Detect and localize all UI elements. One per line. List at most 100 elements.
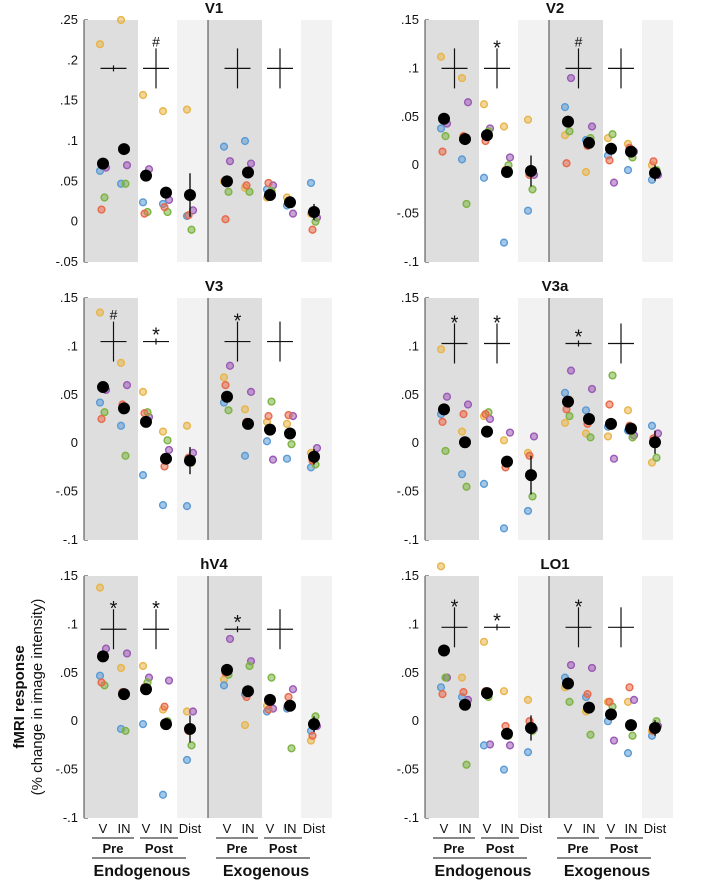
mean-point xyxy=(97,157,109,170)
mean-point xyxy=(284,427,296,440)
pre-shade xyxy=(84,298,138,540)
y-tick-label: .1 xyxy=(67,338,78,353)
mean-point xyxy=(459,133,471,146)
condition-label: IN xyxy=(118,821,131,836)
subject-point xyxy=(225,157,235,166)
subject-point xyxy=(436,345,446,354)
mean-point xyxy=(525,721,537,734)
subject-point xyxy=(184,211,193,220)
y-axis: -.05 0 .05 .1 .15 .2 .25 xyxy=(56,12,88,269)
subject-point xyxy=(121,451,130,460)
y-tick-label: .05 xyxy=(401,665,419,680)
subject-point xyxy=(262,437,272,446)
mean-point xyxy=(459,436,471,449)
subject-point xyxy=(442,392,452,401)
subject-point xyxy=(505,741,515,750)
sig-star: * xyxy=(110,598,118,620)
subject-point xyxy=(158,107,168,116)
subject-point xyxy=(224,406,233,415)
condition-label: V xyxy=(99,821,108,836)
subject-point xyxy=(240,405,250,414)
subject-point xyxy=(264,411,273,421)
subject-point xyxy=(625,683,634,692)
panel-endogenous: ** xyxy=(83,576,208,818)
y-axis: -.1 -.05 0 .05 .1 .15 xyxy=(397,12,429,269)
subject-point xyxy=(158,427,168,436)
subject-point xyxy=(560,103,570,112)
y-tick-label: 0 xyxy=(412,157,419,172)
condition-label: IN xyxy=(583,821,596,836)
subject-point xyxy=(438,147,447,156)
subject-point xyxy=(287,440,296,449)
panel-exogenous: * xyxy=(207,576,332,818)
sig-hash: # xyxy=(575,33,583,49)
y-tick-label: .1 xyxy=(67,616,78,631)
subject-point xyxy=(436,124,446,133)
sig-hash: # xyxy=(152,33,160,49)
subject-point xyxy=(267,673,276,682)
y-tick-label: 0 xyxy=(71,435,78,450)
roi-V2: -.1 -.05 0 .05 .1 .15 V2 * # xyxy=(397,0,673,269)
mean-point xyxy=(501,165,513,178)
subject-point xyxy=(116,421,126,430)
subject-point xyxy=(481,410,490,419)
y-tick-label: .15 xyxy=(60,93,78,108)
subject-point xyxy=(462,199,471,209)
mean-point xyxy=(140,169,152,182)
post-label: Post xyxy=(486,841,515,856)
y-tick-label: .15 xyxy=(60,568,78,583)
y-tick-label: -.05 xyxy=(56,484,78,499)
roi-title: V2 xyxy=(546,0,564,17)
subject-point xyxy=(436,562,446,571)
subject-point xyxy=(138,471,148,480)
y-axis: -.1 -.05 0 .05 .1 .15 xyxy=(397,290,429,547)
subject-point xyxy=(264,705,273,714)
mean-point xyxy=(605,142,617,155)
panel-exogenous: * xyxy=(207,298,332,540)
subject-point xyxy=(560,388,570,397)
subject-point xyxy=(164,676,174,685)
subject-point xyxy=(138,90,148,100)
subject-point xyxy=(605,156,614,165)
subject-point xyxy=(267,397,276,406)
mean-point xyxy=(97,381,109,394)
mean-point xyxy=(118,402,130,415)
post-label: Post xyxy=(269,841,298,856)
subject-point xyxy=(221,381,230,390)
sig-star: * xyxy=(493,610,501,632)
subject-point xyxy=(187,741,196,750)
mean-point xyxy=(562,115,574,128)
mean-point xyxy=(501,727,513,740)
subject-point xyxy=(122,161,132,170)
subject-point xyxy=(566,366,576,375)
panel-endogenous: #* xyxy=(83,298,208,540)
y-tick-label: .1 xyxy=(67,133,78,148)
y-tick-label: .15 xyxy=(401,568,419,583)
mean-point xyxy=(308,718,320,731)
group-label: Exogenous xyxy=(564,863,650,880)
mean-point xyxy=(649,436,661,449)
condition-group: V IN V IN Dist Pre Post Endogenous xyxy=(92,821,202,880)
subject-point xyxy=(219,681,229,690)
subject-point xyxy=(457,673,467,682)
roi-title: V3 xyxy=(205,278,223,295)
subject-point xyxy=(529,432,539,441)
condition-label: IN xyxy=(160,821,173,836)
sig-star: * xyxy=(152,325,160,347)
subject-point xyxy=(499,765,509,774)
condition-labels-layer: V IN V IN Dist Pre Post Endogenous V IN V IN Dist Pre… xyxy=(92,821,667,880)
y-axis-label: fMRI response (% change in image intensi… xyxy=(11,599,46,796)
condition-label: V xyxy=(483,821,492,836)
mean-point xyxy=(160,186,172,199)
mean-point xyxy=(221,663,233,676)
y-tick-label: .1 xyxy=(408,616,419,631)
pre-shade xyxy=(84,20,138,262)
subject-point xyxy=(308,731,317,740)
pre-shade xyxy=(208,298,262,540)
condition-label: IN xyxy=(242,821,255,836)
mean-point xyxy=(184,454,196,467)
subject-point xyxy=(308,225,317,234)
post-label: Post xyxy=(145,841,174,856)
dist-shade xyxy=(177,298,208,540)
